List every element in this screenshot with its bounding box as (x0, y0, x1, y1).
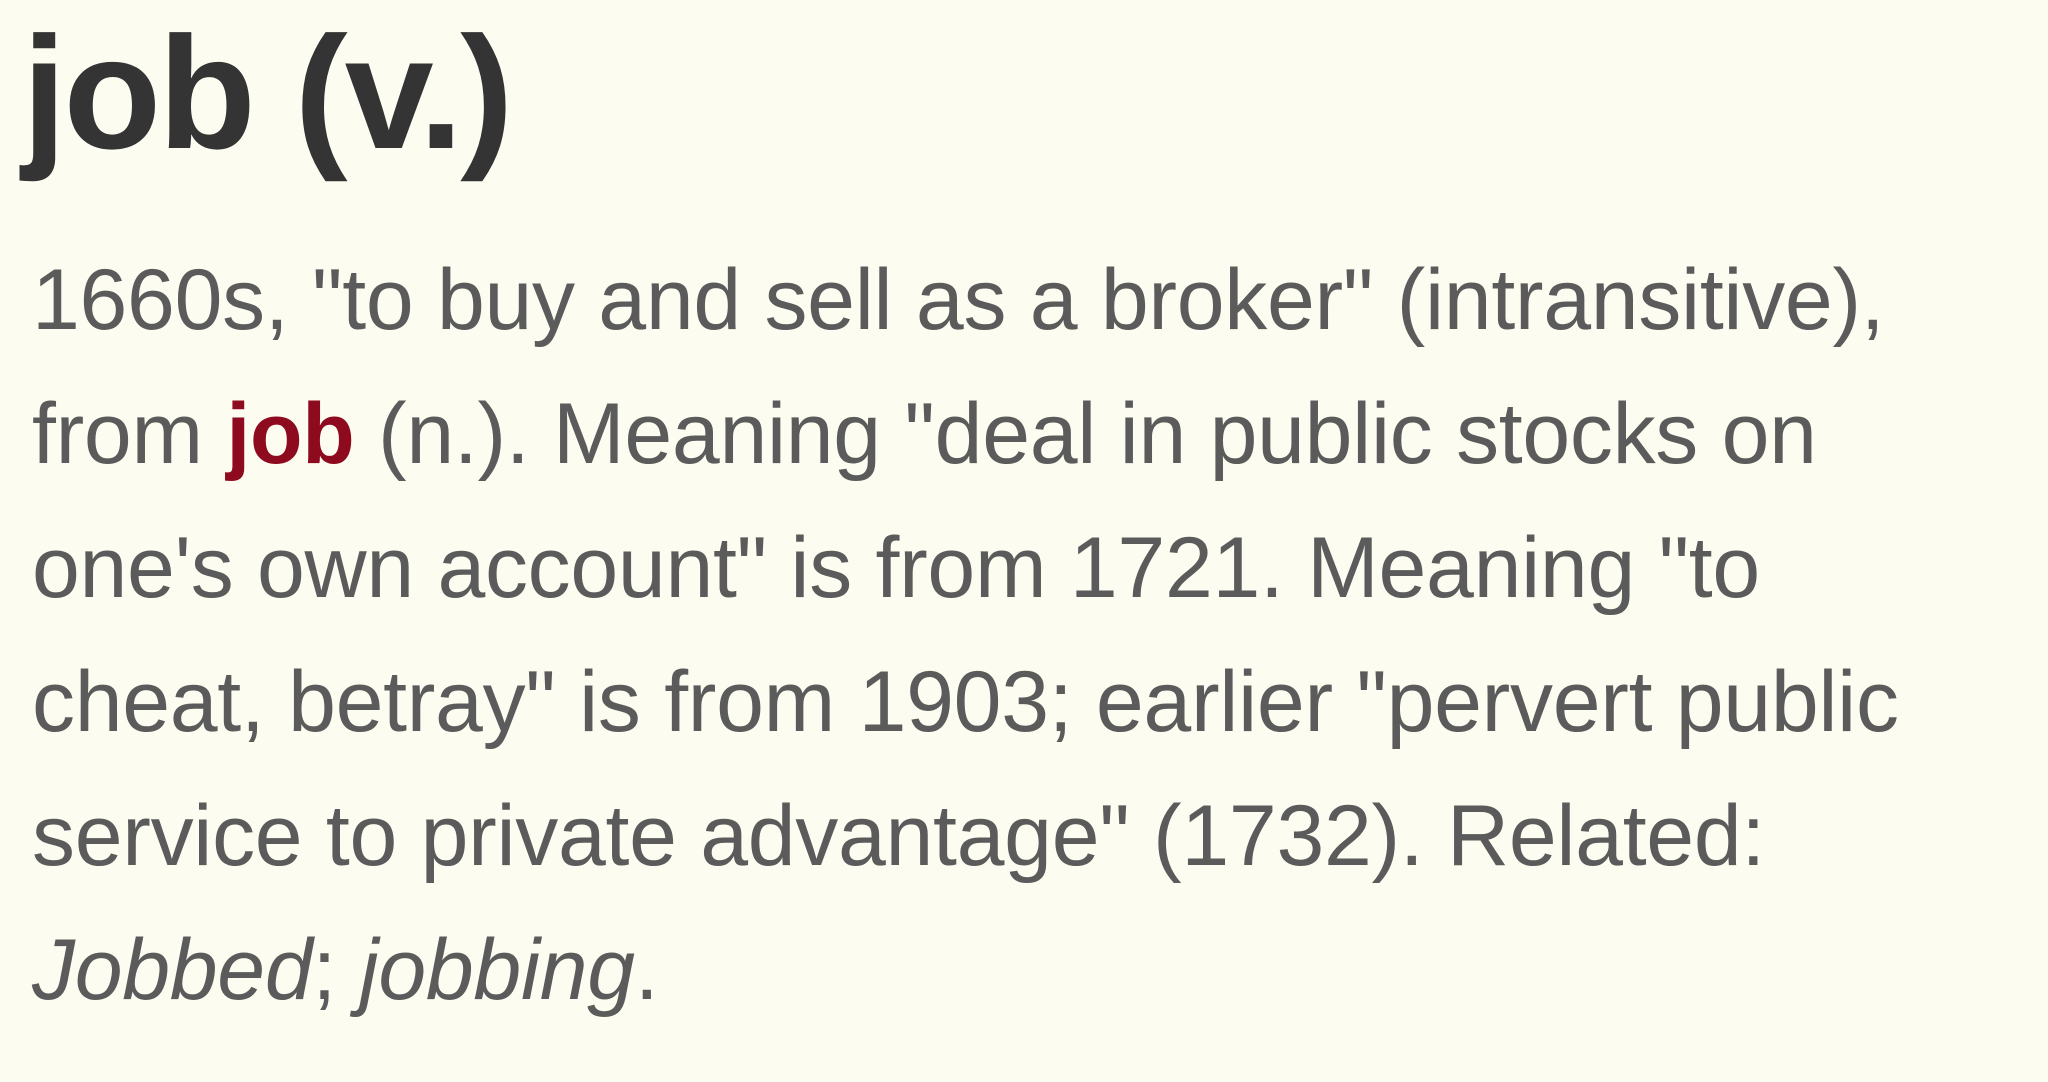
entry-heading: job (v.) (22, 3, 513, 182)
definition-line: from job (n.). Meaning "deal in public s… (32, 367, 2032, 501)
definition-line: service to private advantage" (1732). Re… (32, 788, 1765, 884)
definition-line: cheat, betray" is from 1903; earlier "pe… (32, 654, 1899, 750)
related-form: jobbing (359, 922, 636, 1018)
definition-text: (n.). Meaning "deal in public stocks on (354, 386, 1817, 482)
related-forms-line: Jobbed; jobbing. (32, 903, 2032, 1037)
definition-line: one's own account" is from 1721. Meaning… (32, 520, 1760, 616)
related-form: Jobbed (32, 922, 313, 1018)
definition-line: 1660s, "to buy and sell as a broker" (in… (32, 252, 1885, 348)
definition-end-punctuation: . (634, 922, 659, 1018)
crossref-link-job[interactable]: job (226, 386, 355, 482)
related-separator: ; (312, 922, 360, 1018)
definition-text: from (32, 386, 227, 482)
entry-definition: 1660s, "to buy and sell as a broker" (in… (32, 233, 2032, 1037)
